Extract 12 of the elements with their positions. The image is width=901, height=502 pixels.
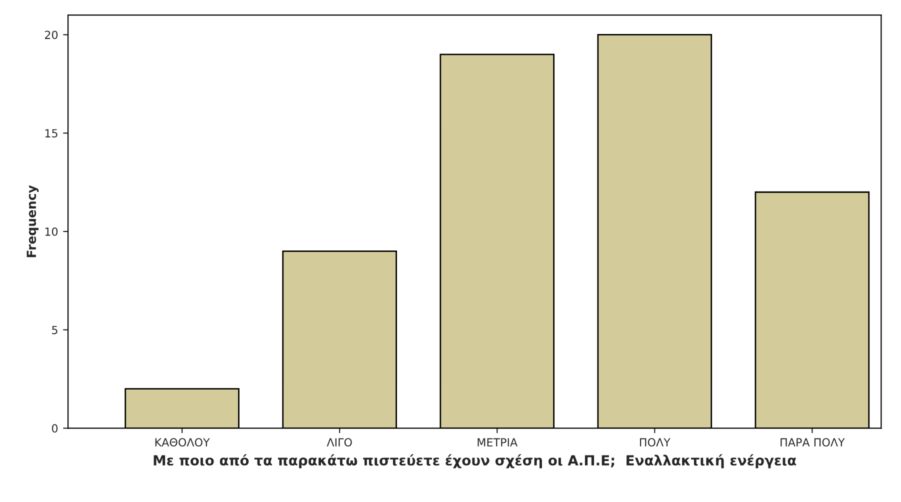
y-tick-label: 10 [45,227,58,236]
x-tick-label: ΠΟΛΥ [640,438,670,447]
x-tick-label: ΠΑΡΑ ΠΟΛΥ [780,438,845,447]
y-tick-label: 20 [44,30,58,40]
y-tick-label: 15 [45,129,58,138]
x-tick-label: ΚΑΘΟΛΟΥ [155,438,210,447]
y-tick-label: 5 [52,326,58,334]
x-tick-label: ΛΙΓΟ [326,438,352,447]
x-tick-label: ΜΕΤΡΙΑ [478,438,518,446]
x-axis-title: Με ποιο από τα παρακάτω πιστεύετε έχουν σχέση οι Α.Π.Ε; Εναλλακτική ενέργεια [154,454,796,468]
y-tick-label: 0 [52,424,58,433]
y-axis-title: Frequency [26,185,39,258]
